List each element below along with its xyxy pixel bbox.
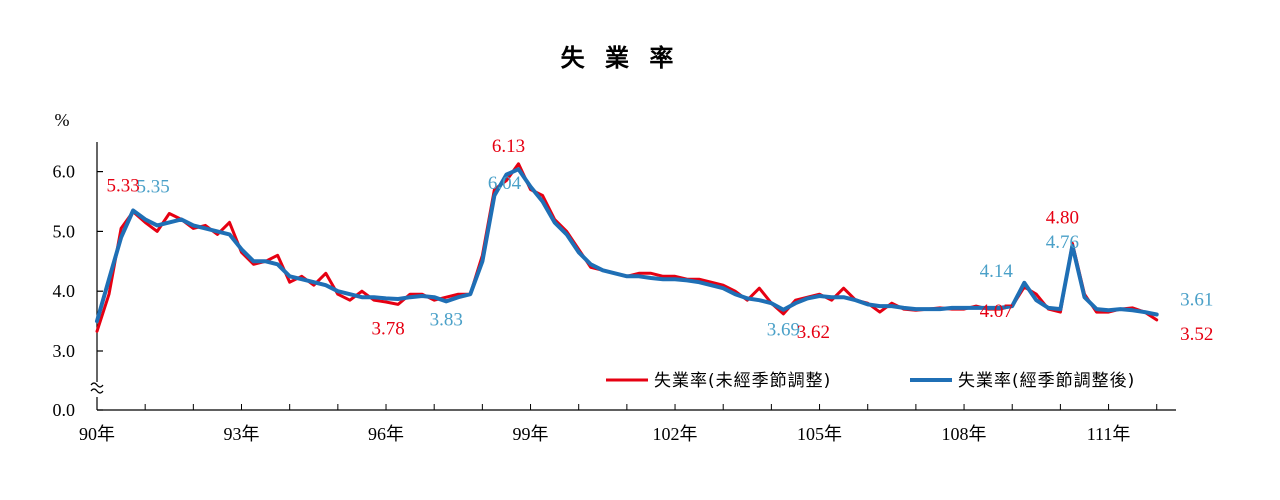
y-tick-label: 5.0 [53, 221, 76, 241]
x-ticks: 90年 93年 96年 99年 102年 105年 108年 111年 [79, 404, 1158, 444]
data-label: 3.62 [797, 322, 830, 343]
x-tick-label: 99年 [513, 424, 549, 444]
data-label: 4.14 [980, 261, 1014, 282]
legend-label-nsa: 失業率(未經季節調整) [654, 371, 831, 391]
data-label: 3.69 [767, 320, 800, 341]
y-tick-label: 3.0 [53, 341, 76, 361]
data-label: 3.52 [1180, 324, 1213, 345]
data-label: 6.13 [492, 136, 525, 157]
data-label: 3.83 [430, 309, 463, 330]
x-tick-label: 90年 [79, 424, 115, 444]
x-tick-label: 108年 [942, 424, 987, 444]
y-axis-unit: % [55, 110, 70, 130]
x-tick-label: 96年 [368, 424, 404, 444]
x-tick-label: 93年 [224, 424, 260, 444]
data-label: 5.35 [136, 177, 169, 198]
y-tick-label: 6.0 [53, 162, 76, 182]
data-label: 6.04 [488, 173, 522, 194]
axis-break-mark [90, 382, 104, 394]
data-label: 4.76 [1046, 232, 1079, 253]
x-tick-label: 111年 [1087, 424, 1131, 444]
legend: 失業率(未經季節調整) 失業率(經季節調整後) [606, 371, 1135, 391]
data-label: 4.80 [1046, 207, 1079, 228]
series-layer [95, 162, 1159, 333]
legend-label-sa: 失業率(經季節調整後) [958, 371, 1135, 391]
y-ticks: 0.0 3.0 4.0 5.0 6.0 [53, 162, 103, 420]
y-tick-label: 0.0 [53, 400, 76, 420]
chart-title: 失 業 率 [561, 44, 680, 72]
data-label: 5.33 [106, 176, 139, 197]
data-label: 3.61 [1180, 290, 1213, 311]
y-tick-label: 4.0 [53, 281, 76, 301]
data-label: 3.78 [371, 318, 404, 339]
annotation-layer: 5.335.35 6.13 6.04 3.78 3.83 3.693.62 4.14 4.07… [106, 136, 1213, 345]
series-line-sa [95, 167, 1159, 324]
data-label: 4.07 [980, 301, 1013, 322]
x-tick-label: 102年 [653, 424, 698, 444]
x-tick-label: 105年 [797, 424, 842, 444]
